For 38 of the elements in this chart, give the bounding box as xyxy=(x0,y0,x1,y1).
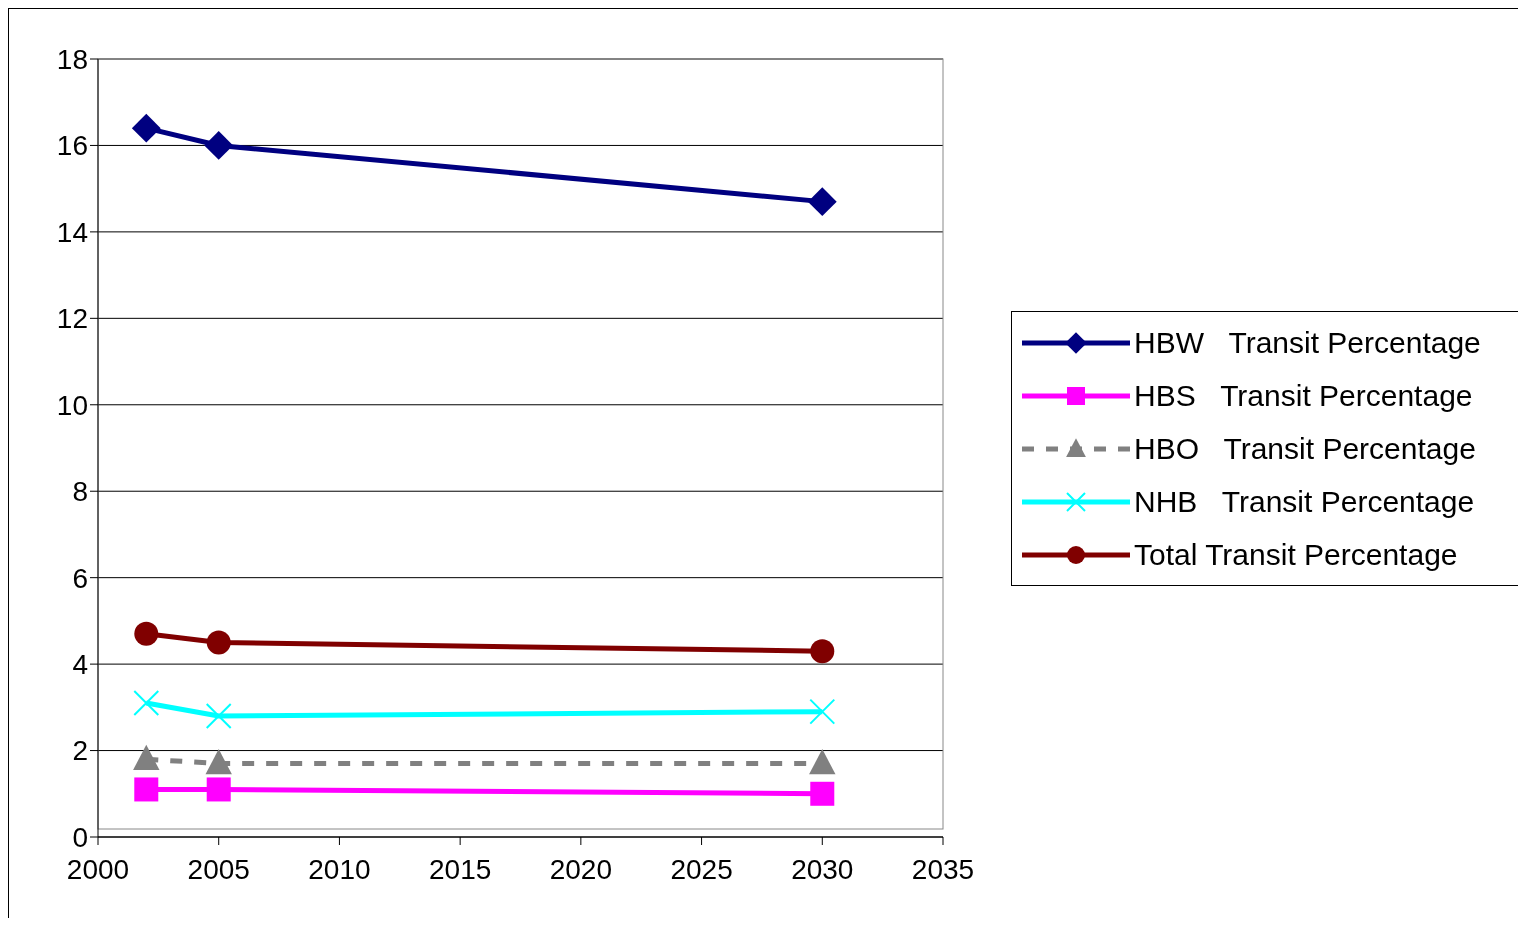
point xyxy=(206,630,231,655)
legend-label: HBO Transit Percentage xyxy=(1134,431,1476,466)
legend-label: HBS Transit Percentage xyxy=(1134,378,1473,413)
x-tick-label: 2015 xyxy=(428,853,492,885)
legend-label: NHB Transit Percentage xyxy=(1134,484,1475,519)
legend-label: HBW Transit Percentage xyxy=(1134,325,1481,360)
legend-label: Total Transit Percentage xyxy=(1134,537,1458,572)
y-tick-label: 6 xyxy=(72,562,88,594)
point xyxy=(131,113,161,143)
point xyxy=(205,749,232,775)
y-tick-label: 16 xyxy=(56,130,88,162)
x-tick-label: 2005 xyxy=(187,853,250,885)
point xyxy=(134,621,159,646)
point xyxy=(809,749,836,775)
x-tick-label: 2000 xyxy=(66,853,130,885)
y-tick-label: 8 xyxy=(72,476,88,508)
point xyxy=(810,639,835,664)
y-tick-label: 2 xyxy=(72,735,88,767)
point xyxy=(134,777,159,802)
x-tick-label: 2025 xyxy=(670,853,733,885)
point xyxy=(807,187,837,217)
point xyxy=(133,690,160,717)
y-tick-label: 14 xyxy=(56,216,88,248)
point xyxy=(204,131,234,160)
y-tick-label: 10 xyxy=(56,389,88,421)
point xyxy=(809,698,836,725)
x-tick-label: 2010 xyxy=(308,853,371,885)
point xyxy=(810,781,835,806)
x-tick-label: 2035 xyxy=(911,853,975,885)
y-tick-label: 12 xyxy=(56,303,88,335)
point xyxy=(133,744,160,770)
x-tick-label: 2020 xyxy=(549,853,613,885)
point xyxy=(206,777,231,802)
y-tick-label: 18 xyxy=(56,43,88,75)
x-tick-label: 2030 xyxy=(791,853,854,885)
y-tick-label: 4 xyxy=(72,649,88,681)
y-tick-label: 0 xyxy=(72,821,88,853)
point xyxy=(205,702,232,729)
